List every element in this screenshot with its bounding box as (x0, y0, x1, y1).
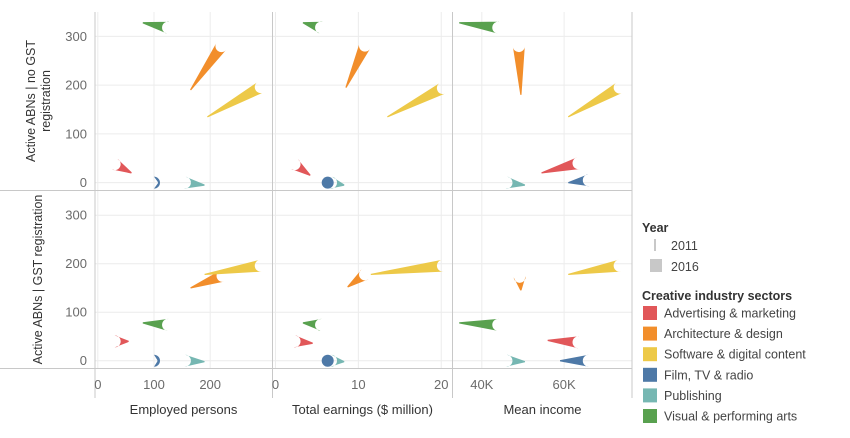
mark-architecture-design-no_gst-inc[interactable] (512, 45, 525, 95)
mark-advertising-marketing-no_gst-inc[interactable] (541, 157, 581, 174)
mark-architecture-design-gst-emp[interactable] (190, 270, 225, 289)
legend-year-2011-swatch (654, 239, 656, 251)
mark-film-tv-radio-gst-earn[interactable] (321, 354, 334, 367)
x-tick-label: 40K (470, 377, 493, 392)
mark-visual-performing-arts-gst-inc[interactable] (459, 318, 499, 331)
x-axis-title-emp: Employed persons (130, 402, 238, 417)
mark-visual-performing-arts-gst-emp[interactable] (142, 318, 169, 331)
mark-publishing-gst-emp[interactable] (184, 354, 205, 367)
legend-item-architecture-design: Architecture & design (664, 327, 783, 341)
mark-software-digital-content-no_gst-earn[interactable] (387, 82, 446, 118)
x-tick-label: 200 (199, 377, 221, 392)
row-title-no_gst: Active ABNs | no GST (24, 40, 38, 162)
legend-item-publishing: Publishing (664, 389, 722, 403)
legend-year-title: Year (642, 221, 669, 235)
grid-layer (95, 12, 632, 368)
mark-architecture-design-gst-inc[interactable] (513, 276, 526, 291)
legend-item-visual-performing-arts: Visual & performing arts (664, 410, 797, 424)
mark-software-digital-content-gst-earn[interactable] (370, 259, 444, 276)
mark-architecture-design-gst-earn[interactable] (347, 269, 369, 288)
mark-visual-performing-arts-no_gst-inc[interactable] (459, 21, 500, 34)
y-tick-label: 100 (65, 305, 87, 320)
row-title-no_gst: registration (39, 70, 53, 132)
mark-film-tv-radio-no_gst-inc[interactable] (568, 174, 590, 187)
row-title-gst: Active ABNs | GST registration (31, 195, 45, 365)
x-axis-title-earn: Total earnings ($ million) (292, 402, 433, 417)
legend-year-2016: 2016 (671, 260, 699, 274)
y-tick-label: 300 (65, 29, 87, 44)
y-tick-label: 300 (65, 208, 87, 223)
mark-film-tv-radio-gst-emp[interactable] (154, 354, 160, 367)
x-tick-label: 60K (553, 377, 576, 392)
legend-swatch (643, 326, 657, 341)
mark-software-digital-content-gst-inc[interactable] (568, 259, 621, 275)
y-tick-label: 100 (65, 126, 87, 141)
legend-swatch (643, 347, 657, 362)
legend-item-advertising-marketing: Advertising & marketing (664, 307, 796, 321)
legend-swatch (643, 306, 657, 320)
mark-publishing-no_gst-earn[interactable] (329, 176, 345, 189)
y-tick-label: 0 (80, 353, 87, 368)
mark-advertising-marketing-gst-earn[interactable] (293, 335, 313, 348)
mark-visual-performing-arts-no_gst-emp[interactable] (142, 21, 170, 34)
x-tick-label: 0 (94, 377, 101, 392)
mark-software-digital-content-no_gst-emp[interactable] (207, 81, 264, 118)
mark-visual-performing-arts-gst-earn[interactable] (302, 318, 322, 331)
legend-swatch (643, 388, 657, 403)
legend-sector-title: Creative industry sectors (642, 289, 792, 303)
x-tick-label: 0 (272, 377, 279, 392)
legend-year-2016-swatch (650, 259, 662, 272)
y-tick-label: 200 (65, 256, 87, 271)
y-tick-label: 0 (80, 175, 87, 190)
mark-visual-performing-arts-no_gst-earn[interactable] (302, 21, 323, 34)
mark-advertising-marketing-no_gst-earn[interactable] (291, 159, 311, 176)
x-tick-label: 10 (351, 377, 365, 392)
mark-film-tv-radio-no_gst-emp[interactable] (154, 176, 160, 189)
x-axis-title-inc: Mean income (503, 402, 581, 417)
mark-advertising-marketing-no_gst-emp[interactable] (111, 158, 132, 174)
frame-layer (0, 12, 633, 398)
mark-publishing-no_gst-emp[interactable] (184, 176, 205, 189)
mark-architecture-design-no_gst-emp[interactable] (190, 42, 227, 91)
legend-item-software-digital-content: Software & digital content (664, 348, 806, 362)
mark-film-tv-radio-no_gst-earn[interactable] (321, 176, 334, 189)
mark-layer (111, 21, 623, 367)
mark-software-digital-content-no_gst-inc[interactable] (567, 82, 623, 118)
mark-advertising-marketing-gst-inc[interactable] (547, 336, 579, 349)
mark-publishing-gst-inc[interactable] (506, 354, 526, 367)
legend-swatch (643, 409, 657, 423)
legend-year-2011: 2011 (671, 239, 698, 253)
legend-swatch (643, 367, 657, 382)
mark-software-digital-content-gst-emp[interactable] (204, 259, 262, 276)
mark-advertising-marketing-gst-emp[interactable] (114, 335, 129, 348)
mark-publishing-no_gst-inc[interactable] (505, 176, 526, 189)
y-tick-label: 200 (65, 78, 87, 93)
x-tick-label: 20 (434, 377, 448, 392)
mark-architecture-design-no_gst-earn[interactable] (345, 43, 371, 88)
mark-publishing-gst-earn[interactable] (330, 354, 345, 367)
x-tick-label: 100 (143, 377, 165, 392)
legend-item-film-tv-radio: Film, TV & radio (664, 368, 753, 382)
mark-film-tv-radio-gst-inc[interactable] (559, 354, 589, 367)
